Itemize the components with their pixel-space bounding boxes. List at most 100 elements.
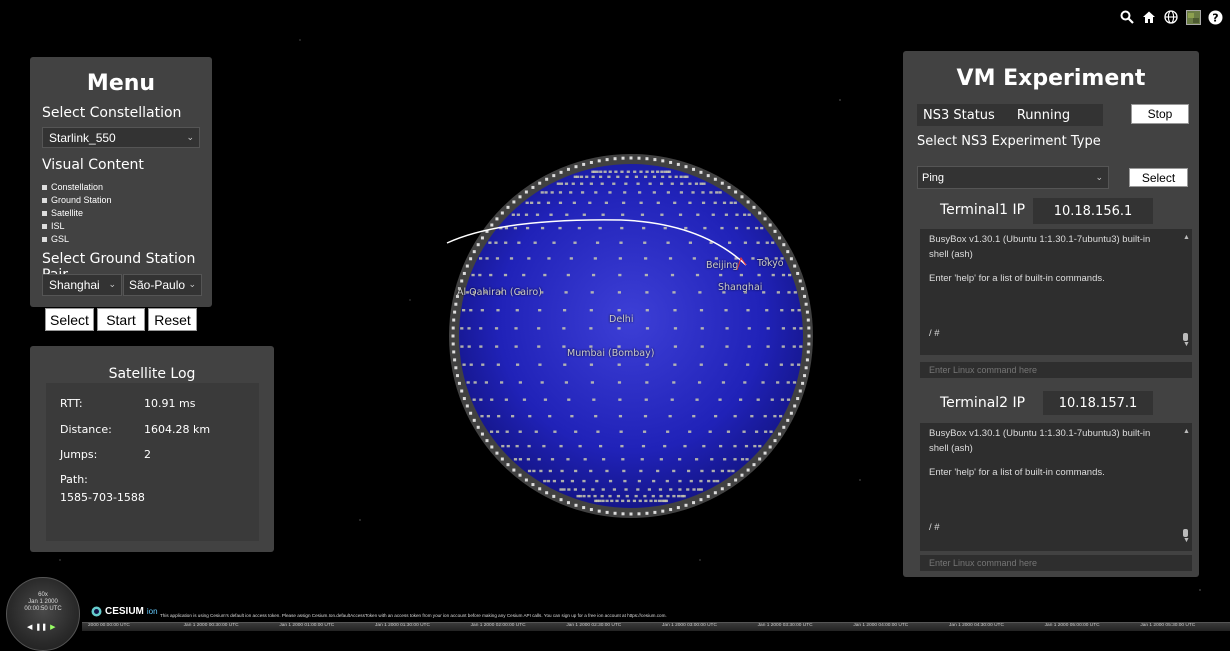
satellite-marker bbox=[643, 241, 647, 244]
satellite-marker bbox=[688, 182, 692, 185]
cesium-credit-text[interactable]: This application is using Cesium's defau… bbox=[160, 613, 667, 618]
scroll-thumb[interactable] bbox=[1183, 333, 1188, 341]
satellite-marker bbox=[793, 404, 797, 408]
visual-item-ground-station[interactable]: Ground Station bbox=[42, 195, 112, 205]
satellite-marker bbox=[807, 334, 811, 338]
satellite-marker bbox=[787, 273, 792, 277]
timeline-bar[interactable]: 2000 00:00:00 UTC Jan 1 2000 00:30:00 UTC… bbox=[82, 622, 1230, 631]
start-button[interactable]: Start bbox=[97, 308, 145, 331]
station-b-select[interactable]: São-Paulo ⌄ bbox=[123, 274, 202, 296]
satellite-marker bbox=[746, 363, 750, 366]
layers-icon[interactable] bbox=[1184, 8, 1202, 26]
satellite-marker bbox=[617, 309, 621, 312]
animation-clock-widget[interactable]: 60x Jan 1 2000 00:00:50 UTC ◀ ❚❚ ▶ bbox=[6, 577, 80, 651]
stop-button[interactable]: Stop bbox=[1131, 104, 1189, 124]
scroll-down-icon[interactable]: ▼ bbox=[1183, 341, 1190, 349]
satellite-marker bbox=[667, 170, 671, 173]
satellite-marker bbox=[518, 381, 522, 384]
satellite-marker bbox=[539, 469, 543, 473]
reset-button[interactable]: Reset bbox=[148, 308, 197, 331]
globe-viewport[interactable]: Al Qahirah (Cairo) Delhi Mumbai (Bombay)… bbox=[441, 148, 821, 528]
visual-item-label: Ground Station bbox=[51, 195, 112, 205]
terminal2-scrollbar[interactable]: ▲ ▼ bbox=[1183, 427, 1190, 547]
satellite-marker bbox=[589, 309, 593, 312]
terminal1-line: BusyBox v1.30.1 (Ubuntu 1:1.30.1-7ubuntu… bbox=[929, 234, 1151, 260]
satellite-marker bbox=[758, 457, 762, 461]
satellite-marker bbox=[656, 201, 660, 205]
terminal2-output[interactable]: BusyBox v1.30.1 (Ubuntu 1:1.30.1-7ubuntu… bbox=[920, 423, 1192, 551]
scroll-down-icon[interactable]: ▼ bbox=[1183, 537, 1190, 545]
satellite-marker bbox=[467, 345, 471, 348]
visual-item-gsl[interactable]: GSL bbox=[42, 234, 69, 244]
scroll-thumb[interactable] bbox=[1183, 529, 1188, 537]
satellite-marker bbox=[514, 327, 518, 330]
satellite-marker bbox=[654, 499, 658, 503]
satellite-marker bbox=[786, 418, 790, 422]
home-icon[interactable] bbox=[1140, 8, 1158, 26]
satellite-marker bbox=[579, 175, 584, 179]
satellite-marker bbox=[538, 181, 542, 185]
satellite-marker bbox=[639, 469, 643, 473]
satellite-marker bbox=[451, 342, 455, 346]
globe-icon[interactable] bbox=[1162, 8, 1180, 26]
satellite-marker bbox=[768, 445, 772, 449]
satellite-marker bbox=[801, 381, 805, 385]
scroll-up-icon[interactable]: ▲ bbox=[1183, 428, 1190, 435]
play-icon[interactable]: ▶ bbox=[50, 624, 56, 631]
terminal2-line: BusyBox v1.30.1 (Ubuntu 1:1.30.1-7ubuntu… bbox=[929, 428, 1151, 454]
satellite-marker bbox=[803, 294, 807, 298]
satellite-marker bbox=[752, 463, 756, 467]
terminal1-output[interactable]: BusyBox v1.30.1 (Ubuntu 1:1.30.1-7ubuntu… bbox=[920, 229, 1192, 355]
cesium-logo[interactable]: CESIUM ion bbox=[91, 606, 158, 617]
satellite-marker bbox=[495, 257, 500, 260]
satellite-marker bbox=[617, 327, 621, 330]
satellite-marker bbox=[546, 201, 551, 205]
terminal1-scrollbar[interactable]: ▲ ▼ bbox=[1183, 233, 1190, 351]
scroll-up-icon[interactable]: ▲ bbox=[1183, 234, 1190, 241]
visual-item-isl[interactable]: ISL bbox=[42, 221, 65, 231]
satellite-marker bbox=[503, 273, 508, 277]
constellation-select[interactable]: Starlink_550 ⌄ bbox=[42, 127, 200, 148]
city-label-delhi: Delhi bbox=[609, 314, 634, 325]
visual-item-constellation[interactable]: Constellation bbox=[42, 182, 103, 192]
experiment-select-button[interactable]: Select bbox=[1129, 168, 1188, 187]
satellite-marker bbox=[743, 213, 747, 216]
satellite-marker bbox=[695, 273, 700, 277]
satellite-marker bbox=[472, 398, 476, 401]
satellite-marker bbox=[653, 510, 657, 514]
satellite-marker bbox=[506, 205, 510, 209]
rewind-icon[interactable]: ◀ bbox=[27, 624, 33, 631]
satellite-marker bbox=[645, 345, 650, 348]
satellite-marker bbox=[601, 499, 605, 503]
help-icon[interactable]: ? bbox=[1206, 8, 1224, 26]
satellite-marker bbox=[715, 479, 720, 483]
satellite-marker bbox=[715, 191, 719, 194]
satellite-marker bbox=[559, 444, 563, 448]
satellite-log-content: RTT: 10.91 ms Distance: 1604.28 km Jumps… bbox=[46, 383, 259, 541]
satellite-marker bbox=[642, 226, 646, 230]
terminal1-command-input[interactable] bbox=[920, 362, 1192, 378]
satellite-marker bbox=[687, 469, 691, 473]
satellite-marker bbox=[722, 201, 727, 205]
satellite-marker bbox=[641, 444, 646, 448]
satellite-marker bbox=[537, 327, 541, 330]
visual-item-satellite[interactable]: Satellite bbox=[42, 208, 83, 218]
satellite-marker bbox=[467, 327, 471, 330]
earth-globe[interactable] bbox=[441, 148, 821, 528]
satellite-marker bbox=[576, 175, 580, 179]
pause-icon[interactable]: ❚❚ bbox=[35, 624, 48, 631]
search-icon[interactable] bbox=[1118, 8, 1136, 26]
terminal2-command-input[interactable] bbox=[920, 555, 1192, 571]
satellite-marker bbox=[480, 309, 484, 312]
satellite-marker bbox=[773, 439, 777, 443]
satellite-marker bbox=[786, 381, 790, 384]
satellite-marker bbox=[696, 488, 701, 491]
satellite-marker bbox=[798, 279, 802, 283]
station-a-select[interactable]: Shanghai ⌄ bbox=[42, 274, 122, 296]
station-a-value: Shanghai bbox=[49, 278, 100, 292]
select-button[interactable]: Select bbox=[45, 308, 94, 331]
satellite-marker bbox=[591, 170, 595, 173]
experiment-type-select[interactable]: Ping ⌄ bbox=[917, 166, 1109, 189]
satellite-marker bbox=[804, 366, 808, 370]
satellite-marker bbox=[652, 191, 656, 194]
